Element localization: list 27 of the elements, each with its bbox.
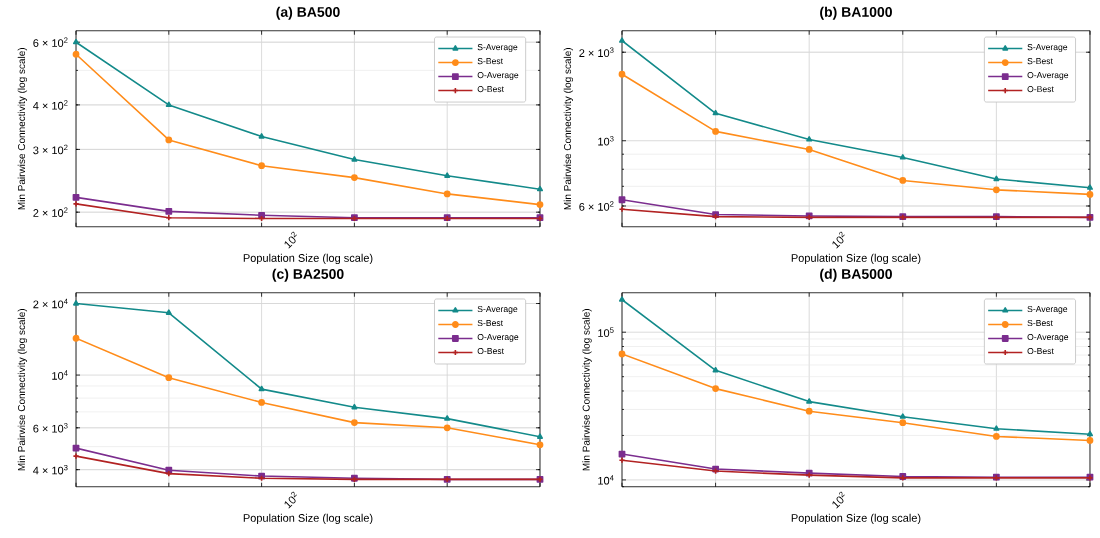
point [992,432,1000,440]
point [72,334,80,342]
point [899,176,907,184]
point [899,418,907,426]
point [992,186,1000,193]
point [618,70,626,78]
point [1086,436,1094,444]
point [72,193,80,201]
point [1086,190,1094,198]
point [258,161,266,169]
point [618,195,626,203]
point [72,50,80,58]
point [443,424,451,431]
point [258,398,266,406]
point [351,418,358,426]
point [165,373,173,381]
point [536,200,544,208]
point [536,441,544,448]
point [712,384,719,392]
point [712,127,719,135]
point [351,173,358,181]
point [443,190,451,197]
point [805,145,813,153]
point [165,207,173,215]
point [618,350,626,358]
point [805,407,813,415]
point [165,136,173,143]
